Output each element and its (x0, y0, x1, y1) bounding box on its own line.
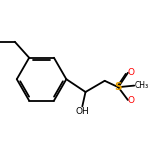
Text: S: S (114, 82, 122, 92)
Text: CH₃: CH₃ (135, 81, 149, 90)
Text: O: O (127, 67, 134, 76)
Text: OH: OH (75, 107, 89, 116)
Text: O: O (127, 96, 134, 105)
